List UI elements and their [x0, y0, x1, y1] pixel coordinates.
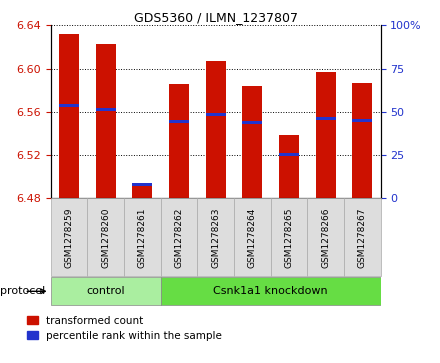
Bar: [352, 82, 372, 198]
Text: GSM1278265: GSM1278265: [284, 207, 293, 268]
Text: GSM1278266: GSM1278266: [321, 207, 330, 268]
Bar: [315, 72, 336, 198]
Title: GDS5360 / ILMN_1237807: GDS5360 / ILMN_1237807: [134, 11, 297, 24]
Legend: transformed count, percentile rank within the sample: transformed count, percentile rank withi…: [27, 315, 222, 341]
Text: GSM1278262: GSM1278262: [174, 207, 183, 268]
Bar: [197, 198, 234, 276]
Text: GSM1278260: GSM1278260: [101, 207, 110, 268]
Text: GSM1278261: GSM1278261: [138, 207, 147, 268]
Bar: [205, 113, 226, 117]
Bar: [132, 183, 152, 187]
Bar: [169, 120, 189, 123]
Bar: [124, 198, 161, 276]
Text: GSM1278259: GSM1278259: [64, 207, 73, 268]
Bar: [161, 198, 197, 276]
Bar: [95, 44, 116, 198]
Bar: [242, 86, 262, 198]
Text: protocol: protocol: [0, 286, 49, 296]
Bar: [51, 277, 161, 305]
Bar: [132, 185, 152, 198]
Bar: [307, 198, 344, 276]
Text: Csnk1a1 knockdown: Csnk1a1 knockdown: [213, 286, 328, 296]
Bar: [279, 135, 299, 198]
Bar: [315, 117, 336, 120]
Bar: [87, 198, 124, 276]
Bar: [169, 83, 189, 198]
Bar: [271, 198, 307, 276]
Bar: [59, 103, 79, 107]
Text: control: control: [86, 286, 125, 296]
Bar: [352, 119, 372, 122]
Bar: [95, 108, 116, 111]
Bar: [51, 198, 87, 276]
Text: GSM1278264: GSM1278264: [248, 207, 257, 268]
Bar: [234, 198, 271, 276]
Bar: [59, 34, 79, 198]
Bar: [279, 153, 299, 156]
Bar: [161, 277, 381, 305]
Text: GSM1278263: GSM1278263: [211, 207, 220, 268]
Bar: [242, 121, 262, 124]
Bar: [205, 61, 226, 198]
Text: GSM1278267: GSM1278267: [358, 207, 367, 268]
Bar: [344, 198, 381, 276]
